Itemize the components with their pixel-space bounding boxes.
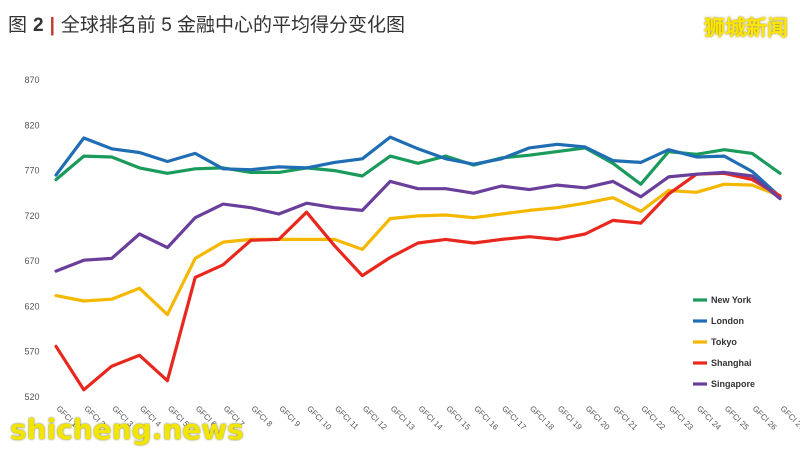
x-tick-label: GFCI 12 <box>361 404 389 432</box>
series-line-london <box>54 135 782 199</box>
x-tick-label: GFCI 14 <box>417 404 445 432</box>
brand-logo: 狮城新闻 <box>704 16 788 40</box>
y-tick-label: 520 <box>24 392 39 402</box>
y-tick-label: 820 <box>24 120 39 130</box>
x-tick-label: GFCI 21 <box>612 404 640 432</box>
x-tick-label: GFCI 22 <box>639 404 667 432</box>
y-tick-label: 870 <box>24 75 39 85</box>
figure-separator: | <box>49 15 55 36</box>
series-line-shanghai <box>54 171 782 392</box>
legend-label-new-york: New York <box>711 295 752 305</box>
figure-title-bar: 图 2 | 全球排名前 5 金融中心的平均得分变化图 <box>8 10 405 37</box>
site-watermark: shicheng.news <box>10 413 244 446</box>
x-tick-label: GFCI 18 <box>528 404 556 432</box>
y-tick-label: 770 <box>24 166 39 176</box>
series-line-new-york <box>54 146 782 186</box>
x-tick-label: GFCI 17 <box>500 404 528 432</box>
series-line-singapore <box>54 170 782 273</box>
figure-label: 图 <box>8 14 28 36</box>
series-line-tokyo <box>54 182 782 317</box>
legend-label-singapore: Singapore <box>711 379 755 389</box>
x-tick-label: GFCI 15 <box>444 404 472 432</box>
x-tick-label: GFCI 10 <box>305 404 333 432</box>
figure-number: 2 <box>33 15 44 36</box>
x-tick-label: GFCI 8 <box>250 404 275 429</box>
legend-label-london: London <box>711 316 744 326</box>
x-tick-label: GFCI 26 <box>751 404 779 432</box>
legend-label-tokyo: Tokyo <box>711 337 737 347</box>
x-tick-label: GFCI 23 <box>667 404 695 432</box>
x-tick-label: GFCI 24 <box>695 404 723 432</box>
chart-title: 全球排名前 5 金融中心的平均得分变化图 <box>60 15 406 36</box>
x-tick-label: GFCI 20 <box>584 404 612 432</box>
y-tick-label: 670 <box>24 256 39 266</box>
x-tick-label: GFCI 11 <box>333 404 361 432</box>
legend-label-shanghai: Shanghai <box>711 358 752 368</box>
x-tick-label: GFCI 19 <box>556 404 584 432</box>
x-tick-label: GFCI 16 <box>472 404 500 432</box>
y-tick-label: 620 <box>24 301 39 311</box>
x-tick-label: GFCI 27 <box>779 404 800 432</box>
x-tick-label: GFCI 9 <box>277 404 302 429</box>
y-tick-label: 570 <box>24 347 39 357</box>
x-tick-label: GFCI 25 <box>723 404 751 432</box>
x-tick-label: GFCI 13 <box>389 404 417 432</box>
y-tick-label: 720 <box>24 211 39 221</box>
